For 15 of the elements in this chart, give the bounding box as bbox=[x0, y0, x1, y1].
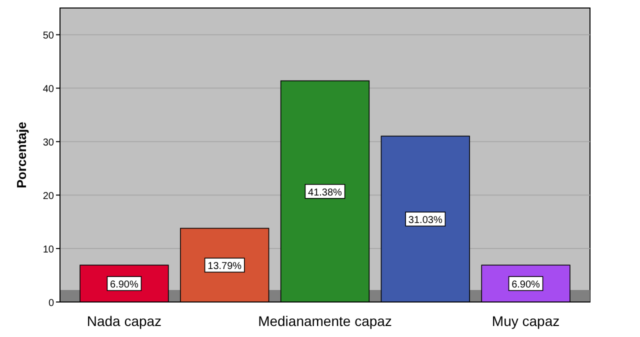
data-label: 6.90% bbox=[110, 280, 138, 291]
data-label: 41.38% bbox=[308, 187, 342, 198]
y-tick-label: 10 bbox=[42, 244, 54, 256]
y-tick-label: 20 bbox=[42, 191, 54, 202]
y-axis-title: Porcentaje bbox=[14, 122, 29, 188]
x-tick-label: Medianamente capaz bbox=[258, 313, 392, 329]
x-tick-label: Muy capaz bbox=[492, 313, 560, 329]
data-label: 6.90% bbox=[512, 280, 540, 291]
y-tick-label: 40 bbox=[42, 84, 54, 96]
data-label: 31.03% bbox=[408, 215, 442, 226]
data-label: 13.79% bbox=[208, 261, 242, 272]
y-tick-label: 50 bbox=[42, 30, 54, 42]
x-tick-label: Nada capaz bbox=[86, 313, 162, 329]
y-tick-label: 0 bbox=[48, 298, 54, 309]
y-tick-label: 30 bbox=[42, 138, 54, 149]
